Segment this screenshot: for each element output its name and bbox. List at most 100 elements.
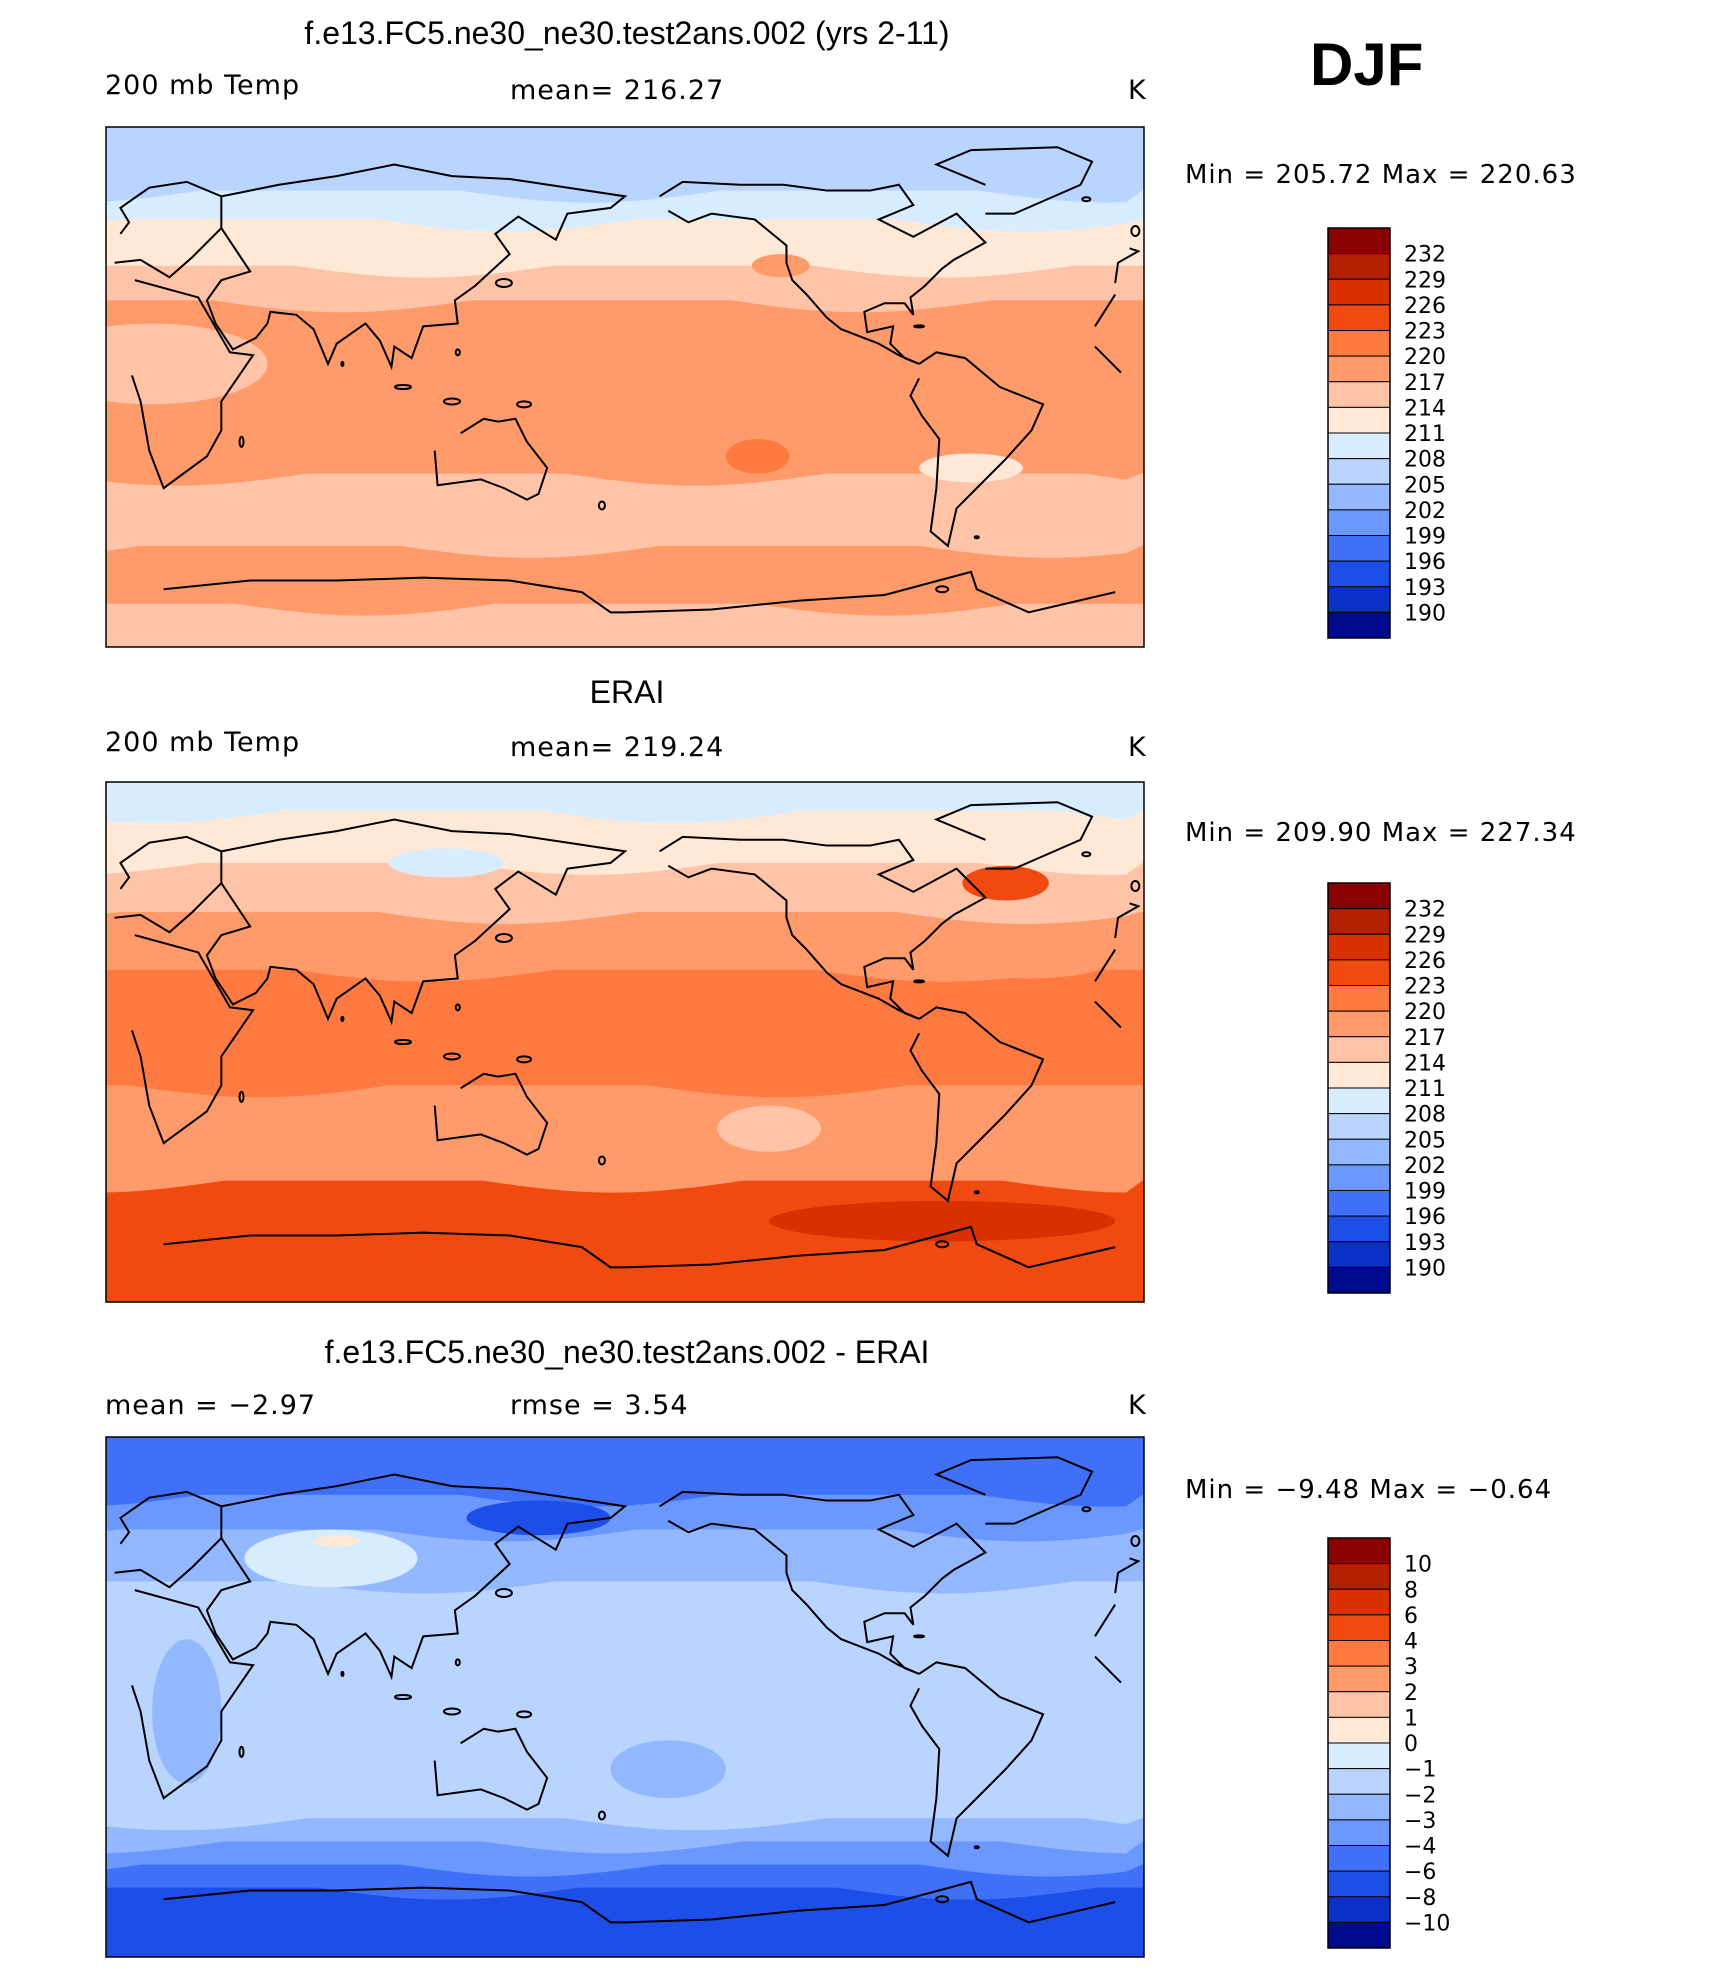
island-outline (973, 1845, 980, 1850)
north-america-outline (659, 180, 988, 365)
panel2-minmax: Min = 209.90 Max = 227.34 (1185, 818, 1577, 848)
colorbar-swatch (1327, 1215, 1391, 1243)
map-panel-2 (105, 781, 1145, 1303)
colorbar-tick-label: −8 (1404, 1886, 1436, 1911)
colorbar-swatch (1327, 1563, 1391, 1590)
africa-outline (131, 279, 1122, 490)
contour-edge (106, 288, 1144, 313)
south-america-outline (909, 1006, 1045, 1203)
colorbar-tick-label: 220 (1404, 345, 1446, 370)
south-america-outline (909, 1661, 1045, 1858)
contour-edge (106, 1482, 1144, 1507)
island-outline (973, 1190, 980, 1195)
colorbar-swatch (1327, 1241, 1391, 1268)
island-outline (913, 979, 926, 984)
colorbar-swatch (1327, 406, 1391, 434)
colorbar-swatch (1327, 1870, 1391, 1898)
colorbar-tick-label: 208 (1404, 1103, 1446, 1128)
contour-edge (106, 178, 1144, 203)
island-outline (516, 1055, 533, 1064)
colorbar-swatch (1327, 1896, 1391, 1923)
island-outline (393, 1694, 412, 1700)
island-outline (1081, 196, 1092, 203)
map-panel-1 (105, 126, 1145, 648)
contour-region (106, 323, 268, 405)
contour-region (717, 1105, 822, 1152)
greenland-outline (933, 1456, 1094, 1525)
colorbar-swatch (1327, 1266, 1391, 1294)
panel2-left-label: 200 mb Temp (105, 727, 301, 758)
contour-region (725, 439, 790, 474)
map-frame (105, 126, 1145, 648)
contour-region (466, 1500, 611, 1536)
colorbar-swatch (1327, 1793, 1391, 1821)
contour-edge (106, 1875, 1144, 1900)
colorbar-swatch (1327, 586, 1391, 613)
colorbar-tick-label: −1 (1404, 1758, 1436, 1783)
colorbar-swatch (1327, 355, 1391, 383)
colorbar-swatch (1327, 304, 1391, 331)
colorbar-tick-label: 3 (1404, 1655, 1418, 1680)
map-frame (105, 1436, 1145, 1958)
coastlines (114, 1456, 1141, 1924)
greenland-outline (933, 801, 1094, 870)
australia-outline (433, 1072, 549, 1156)
colorbar-swatch (1327, 432, 1391, 460)
asia-outline (205, 163, 628, 371)
panel1-minmax: Min = 205.72 Max = 220.63 (1185, 160, 1577, 190)
colorbar-tick-label: 202 (1404, 1154, 1446, 1179)
colorbar-tick-label: 217 (1404, 371, 1446, 396)
island-outline (393, 1039, 412, 1045)
colorbar-swatch (1327, 1768, 1391, 1795)
contour-band (106, 300, 1144, 388)
colorbar-swatch (1327, 1665, 1391, 1693)
panel3-title: f.e13.FC5.ne30_ne30.test2ans.002 - ERAI (324, 1334, 930, 1370)
colorbar-swatch (1327, 1010, 1391, 1038)
contour-band (106, 603, 1144, 647)
island-outline (935, 585, 950, 594)
colorbar-swatch (1327, 1819, 1391, 1846)
panel1-mean-label: mean= 216.27 (510, 75, 725, 106)
colorbar-tick-label: 190 (1404, 1256, 1446, 1281)
colorbar-swatch (1327, 1691, 1391, 1718)
colorbar-swatch (1327, 1588, 1391, 1616)
island-outline (494, 1588, 513, 1598)
colorbar-swatch (1327, 1164, 1391, 1191)
contour-region (769, 1200, 1116, 1242)
colorbar-tick-label: 199 (1404, 1180, 1446, 1205)
colorbar-swatch (1327, 1138, 1391, 1166)
colorbar-tick-label: −3 (1404, 1809, 1436, 1834)
island-outline (913, 1634, 926, 1639)
island-outline (935, 1240, 950, 1249)
contour-edge (106, 900, 1144, 924)
map-panel-3 (105, 1436, 1145, 1958)
island-outline (238, 1745, 245, 1758)
colorbar-tick-label: −10 (1404, 1911, 1450, 1936)
contour-edge (106, 1073, 1144, 1098)
contour-band (106, 1258, 1144, 1302)
antarctica-outline (163, 1225, 1116, 1269)
colorbar-swatch (1327, 933, 1391, 961)
contour-region (751, 254, 810, 278)
panel2-unit: K (1128, 732, 1147, 763)
island-outline (494, 933, 513, 943)
island-outline (238, 1090, 245, 1103)
north-america-outline (659, 1490, 988, 1675)
south-america-outline (909, 351, 1045, 548)
contour-band (106, 1581, 1144, 1670)
contour-region (388, 848, 504, 878)
contour-region (313, 1535, 360, 1547)
field-contours (106, 127, 1144, 647)
contour-edge (106, 207, 1144, 232)
colorbar-frame (1327, 227, 1391, 639)
colorbar-tick-label: 211 (1404, 1077, 1446, 1102)
island-outline (454, 348, 461, 357)
north-america-outline (659, 835, 988, 1020)
colorbar-frame (1327, 1537, 1391, 1949)
contour-edge (106, 798, 1144, 823)
colorbar-tick-label: 202 (1404, 499, 1446, 524)
colorbar-swatch (1327, 1742, 1391, 1770)
colorbar-swatch (1327, 908, 1391, 935)
island-outline (516, 400, 533, 409)
